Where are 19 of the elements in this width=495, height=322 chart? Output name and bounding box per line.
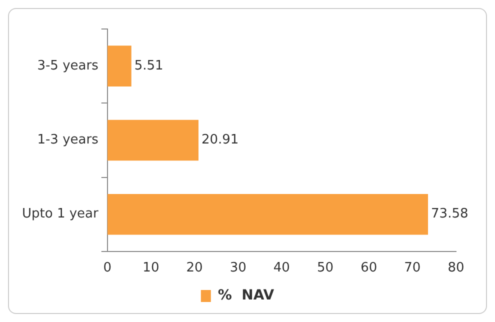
- data-label: 20.91: [201, 132, 239, 148]
- y-tick-label: 1-3 years: [37, 132, 99, 148]
- data-label: 5.51: [134, 58, 164, 74]
- y-tick-label: 3-5 years: [37, 58, 99, 74]
- x-tick-label: 0: [103, 260, 112, 276]
- bar: [107, 120, 198, 161]
- x-tick-label: 60: [360, 260, 378, 276]
- bar: [107, 46, 132, 86]
- x-tick-label: 40: [273, 260, 290, 276]
- x-tick-label: 50: [316, 260, 334, 276]
- x-tick-label: 30: [230, 260, 246, 276]
- x-tick-label: 10: [142, 260, 160, 276]
- data-label: 73.58: [431, 206, 468, 222]
- bar: [107, 194, 428, 235]
- x-tick-label: 70: [404, 260, 421, 276]
- x-tick-label: 80: [448, 260, 464, 276]
- x-tick-label: 20: [186, 260, 203, 276]
- legend-label: % NAV: [218, 288, 274, 304]
- y-tick-label: Upto 1 year: [22, 206, 100, 222]
